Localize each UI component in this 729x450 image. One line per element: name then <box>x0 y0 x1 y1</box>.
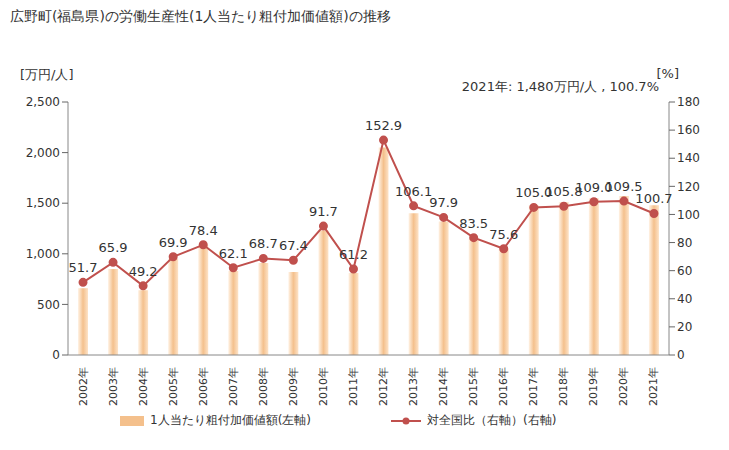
svg-text:0: 0 <box>677 348 685 362</box>
svg-text:60: 60 <box>677 264 692 278</box>
svg-text:75.6: 75.6 <box>489 227 518 242</box>
svg-text:2007年: 2007年 <box>227 367 240 406</box>
svg-text:2008年: 2008年 <box>257 367 270 406</box>
html-text:対全国比（右軸）(右軸): 対全国比（右軸）(右軸) <box>427 413 557 427</box>
svg-text:2015年: 2015年 <box>467 367 480 406</box>
svg-text:69.9: 69.9 <box>159 235 188 250</box>
svg-text:2,000: 2,000 <box>26 146 60 160</box>
svg-text:1,000: 1,000 <box>26 247 60 261</box>
svg-text:49.2: 49.2 <box>129 264 158 279</box>
svg-text:97.9: 97.9 <box>429 195 458 210</box>
svg-text:106.1: 106.1 <box>395 184 432 199</box>
svg-text:2010年: 2010年 <box>317 367 330 406</box>
svg-text:2021年: 2021年 <box>647 367 660 406</box>
svg-text:65.9: 65.9 <box>99 240 128 255</box>
svg-text:2003年: 2003年 <box>107 367 120 406</box>
svg-text:68.7: 68.7 <box>249 236 278 251</box>
svg-text:62.1: 62.1 <box>219 246 248 261</box>
svg-text:1,500: 1,500 <box>26 196 60 210</box>
svg-text:180: 180 <box>677 95 700 109</box>
svg-text:80: 80 <box>677 236 692 250</box>
svg-text:109.5: 109.5 <box>605 179 643 195</box>
svg-text:2014年: 2014年 <box>437 367 450 406</box>
svg-text:78.4: 78.4 <box>189 223 218 238</box>
svg-text:2011年: 2011年 <box>347 367 360 406</box>
svg-text:61.2: 61.2 <box>339 247 368 262</box>
svg-text:2020年: 2020年 <box>617 367 630 406</box>
svg-text:100: 100 <box>677 208 700 222</box>
svg-text:120: 120 <box>677 180 700 194</box>
html-text:1人当たり粗付加価値額(左軸): 1人当たり粗付加価値額(左軸) <box>150 413 311 427</box>
svg-text:67.4: 67.4 <box>279 238 308 253</box>
html-text:2021年: 1,480万円/人 , 100.7%: 2021年: 1,480万円/人 , 100.7% <box>461 79 659 94</box>
svg-text:91.7: 91.7 <box>309 204 338 219</box>
svg-text:2017年: 2017年 <box>527 367 540 406</box>
svg-text:500: 500 <box>37 298 60 312</box>
svg-text:2006年: 2006年 <box>197 367 210 406</box>
html-text:広野町(福島県)の労働生産性(1人当たり粗付加価値額)の推移: 広野町(福島県)の労働生産性(1人当たり粗付加価値額)の推移 <box>10 8 391 24</box>
svg-text:2018年: 2018年 <box>557 367 570 406</box>
svg-text:2016年: 2016年 <box>497 367 510 406</box>
svg-text:2,500: 2,500 <box>26 95 60 109</box>
svg-text:105.8: 105.8 <box>545 184 583 200</box>
svg-text:40: 40 <box>677 292 692 306</box>
svg-text:2005年: 2005年 <box>167 367 180 406</box>
svg-text:152.9: 152.9 <box>365 118 402 133</box>
svg-text:2009年: 2009年 <box>287 367 300 406</box>
svg-text:140: 140 <box>677 151 700 165</box>
svg-text:100.7: 100.7 <box>635 191 672 206</box>
html-text:[万円/人]: [万円/人] <box>20 67 74 82</box>
svg-text:20: 20 <box>677 320 692 334</box>
svg-text:160: 160 <box>677 123 700 137</box>
svg-text:2002年: 2002年 <box>77 367 90 406</box>
svg-text:2019年: 2019年 <box>587 367 600 406</box>
svg-text:109.0: 109.0 <box>575 179 613 195</box>
svg-text:105.0: 105.0 <box>515 185 553 201</box>
svg-text:2012年: 2012年 <box>377 367 390 406</box>
svg-text:83.5: 83.5 <box>459 216 488 231</box>
svg-text:0: 0 <box>52 348 60 362</box>
svg-text:51.7: 51.7 <box>69 260 98 275</box>
svg-text:2013年: 2013年 <box>407 367 420 406</box>
svg-text:2004年: 2004年 <box>137 367 150 406</box>
